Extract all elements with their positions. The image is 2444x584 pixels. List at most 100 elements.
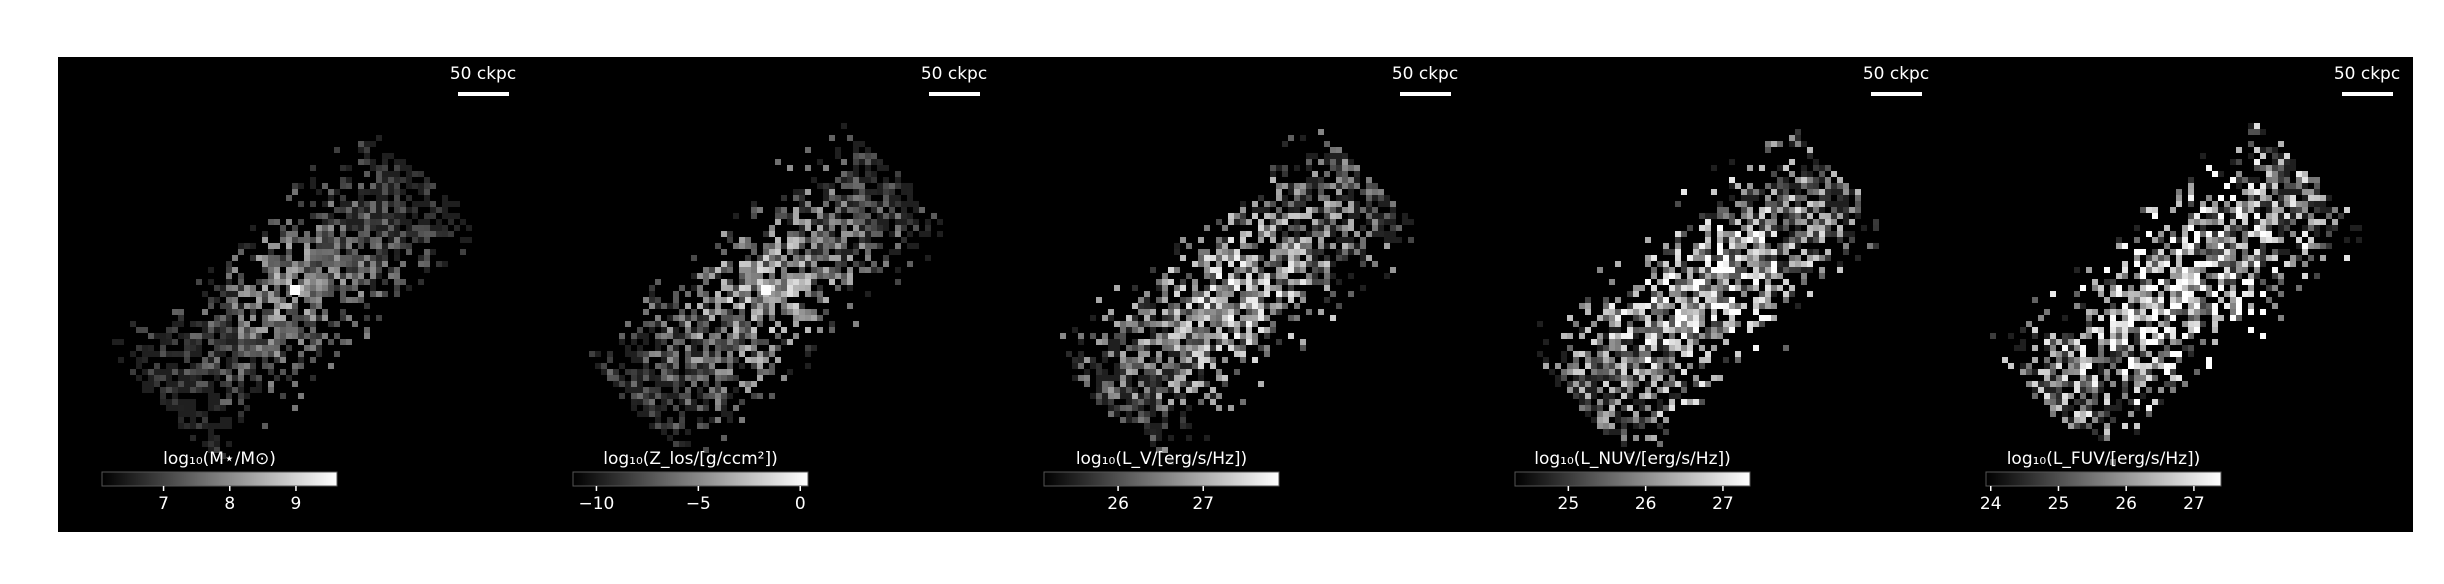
image-pixel	[673, 369, 679, 375]
image-pixel	[1216, 327, 1222, 333]
image-pixel	[1204, 285, 1210, 291]
image-pixel	[1222, 315, 1228, 321]
image-pixel	[184, 387, 190, 393]
image-pixel	[1216, 267, 1222, 273]
image-pixel	[226, 339, 232, 345]
image-pixel	[406, 177, 412, 183]
image-pixel	[841, 177, 847, 183]
image-pixel	[220, 285, 226, 291]
image-pixel	[310, 201, 316, 207]
image-pixel	[793, 237, 799, 243]
image-pixel	[406, 285, 412, 291]
image-pixel	[1180, 417, 1186, 423]
image-pixel	[340, 231, 346, 237]
image-pixel	[244, 345, 250, 351]
image-pixel	[1174, 387, 1180, 393]
image-pixel	[1300, 237, 1306, 243]
image-pixel	[1555, 363, 1561, 369]
image-pixel	[847, 135, 853, 141]
image-pixel	[1324, 261, 1330, 267]
image-pixel	[148, 375, 154, 381]
image-pixel	[823, 249, 829, 255]
image-pixel	[829, 135, 835, 141]
image-pixel	[1264, 279, 1270, 285]
image-pixel	[268, 249, 274, 255]
image-pixel	[1150, 423, 1156, 429]
image-pixel	[226, 297, 232, 303]
image-pixel	[388, 201, 394, 207]
image-pixel	[769, 393, 775, 399]
image-pixel	[889, 249, 895, 255]
image-pixel	[328, 285, 334, 291]
image-pixel	[853, 201, 859, 207]
image-pixel	[763, 231, 769, 237]
image-pixel	[340, 285, 346, 291]
image-pixel	[1240, 255, 1246, 261]
image-pixel	[1168, 369, 1174, 375]
image-pixel	[382, 279, 388, 285]
image-pixel	[1306, 261, 1312, 267]
image-pixel	[238, 363, 244, 369]
image-pixel	[709, 333, 715, 339]
image-pixel	[925, 219, 931, 225]
image-pixel	[364, 225, 370, 231]
image-pixel	[1615, 351, 1621, 357]
image-pixel	[1204, 267, 1210, 273]
image-pixel	[1174, 243, 1180, 249]
image-pixel	[1234, 213, 1240, 219]
image-pixel	[769, 243, 775, 249]
image-pixel	[1741, 213, 1747, 219]
image-pixel	[1282, 195, 1288, 201]
image-pixel	[787, 213, 793, 219]
image-pixel	[322, 273, 328, 279]
image-pixel	[721, 327, 727, 333]
image-pixel	[817, 243, 823, 249]
image-pixel	[1288, 297, 1294, 303]
image-pixel	[1132, 303, 1138, 309]
image-pixel	[352, 237, 358, 243]
image-pixel	[1657, 375, 1663, 381]
image-pixel	[1126, 375, 1132, 381]
image-pixel	[1693, 267, 1699, 273]
image-pixel	[895, 231, 901, 237]
image-pixel	[907, 243, 913, 249]
image-pixel	[829, 237, 835, 243]
image-pixel	[292, 267, 298, 273]
image-pixel	[1585, 297, 1591, 303]
image-pixel	[799, 273, 805, 279]
image-pixel	[262, 261, 268, 267]
image-pixel	[757, 315, 763, 321]
image-pixel	[208, 447, 214, 453]
image-pixel	[1144, 291, 1150, 297]
image-pixel	[268, 291, 274, 297]
image-pixel	[1270, 165, 1276, 171]
image-pixel	[673, 303, 679, 309]
image-pixel	[781, 255, 787, 261]
image-pixel	[196, 411, 202, 417]
image-pixel	[1216, 285, 1222, 291]
image-pixel	[214, 447, 220, 453]
image-pixel	[1669, 249, 1675, 255]
image-pixel	[655, 417, 661, 423]
image-pixel	[226, 399, 232, 405]
figure-background	[58, 57, 2413, 532]
image-pixel	[1567, 345, 1573, 351]
image-pixel	[1687, 399, 1693, 405]
image-pixel	[811, 345, 817, 351]
image-pixel	[673, 387, 679, 393]
image-pixel	[823, 165, 829, 171]
image-pixel	[679, 411, 685, 417]
image-pixel	[1252, 285, 1258, 291]
image-pixel	[208, 393, 214, 399]
image-pixel	[847, 231, 853, 237]
image-pixel	[787, 165, 793, 171]
image-pixel	[1162, 369, 1168, 375]
image-pixel	[913, 225, 919, 231]
image-pixel	[1132, 417, 1138, 423]
image-pixel	[1699, 363, 1705, 369]
image-pixel	[1639, 327, 1645, 333]
image-pixel	[739, 381, 745, 387]
image-pixel	[238, 411, 244, 417]
image-pixel	[376, 243, 382, 249]
image-pixel	[1651, 267, 1657, 273]
